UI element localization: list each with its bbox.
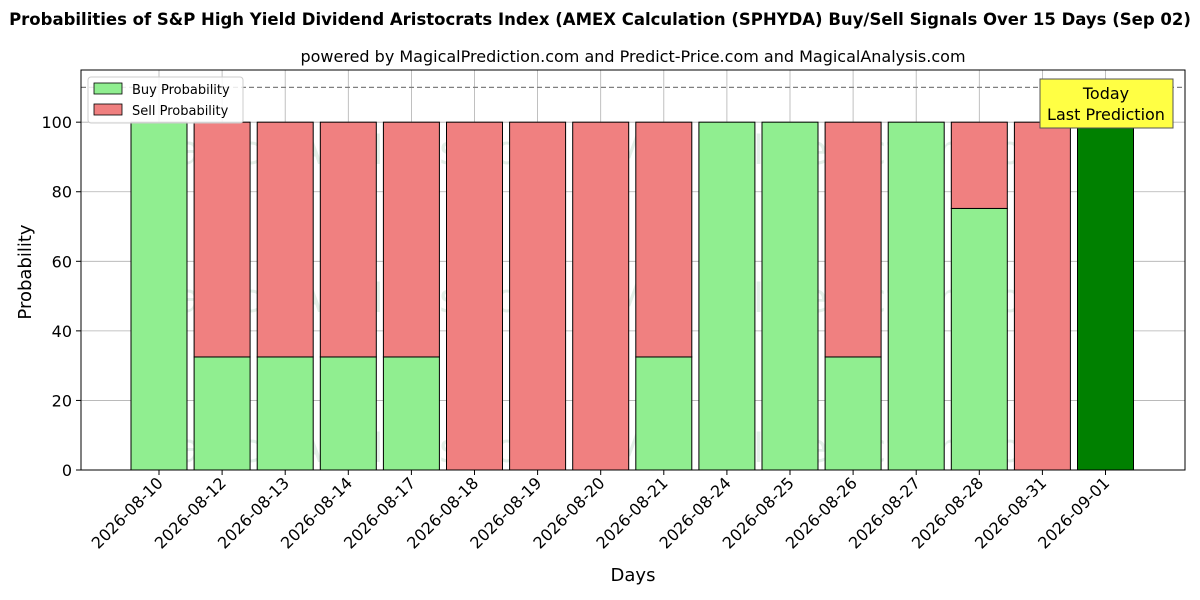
chart-subtitle: powered by MagicalPrediction.com and Pre…	[300, 47, 965, 66]
bar-sell	[1013, 121, 1071, 471]
legend-swatch-sell	[93, 103, 123, 116]
bar-sell	[635, 121, 693, 358]
bar-sell	[572, 121, 630, 471]
y-tick-label: 60	[52, 252, 72, 271]
y-axis-label: Probability	[15, 224, 36, 319]
bar-buy	[635, 356, 693, 471]
legend-swatch-buy	[93, 82, 123, 95]
legend-box	[87, 76, 244, 124]
bar-sell	[319, 121, 377, 358]
legend: Buy Probability Sell Probability	[87, 76, 244, 124]
bar-sell	[509, 121, 567, 471]
today-annotation: Today Last Prediction	[1039, 78, 1174, 129]
x-axis-label: Days	[611, 565, 656, 586]
bar-sell	[256, 121, 314, 358]
annotation-line-2: Last Prediction	[1047, 105, 1165, 124]
y-tick-label: 80	[52, 183, 72, 202]
bar-sell	[446, 121, 503, 471]
bar-sell	[382, 121, 440, 358]
bar-buy	[382, 356, 440, 471]
bar-buy	[319, 356, 377, 471]
bar-sell	[950, 121, 1008, 209]
legend-label-buy: Buy Probability	[132, 83, 230, 98]
y-tick-label: 20	[52, 391, 72, 410]
bars	[130, 121, 1134, 471]
bar-buy	[887, 121, 945, 471]
bar-buy	[256, 356, 314, 471]
chart-title: Probabilities of S&P High Yield Dividend…	[9, 10, 1191, 29]
plot-frame	[80, 69, 1186, 471]
bar-buy	[130, 121, 188, 471]
bar-buy	[193, 356, 251, 471]
y-tick-label: 100	[41, 113, 72, 132]
bar-sell	[824, 121, 882, 358]
annotation-line-1: Today	[1082, 84, 1129, 103]
bar-buy	[824, 356, 882, 471]
annotation-box	[1039, 78, 1174, 129]
y-tick-label: 0	[62, 461, 72, 480]
bar-sell	[193, 121, 251, 358]
y-tick-label: 40	[52, 322, 72, 341]
bar-buy-today	[1077, 121, 1134, 471]
bar-buy	[950, 207, 1008, 471]
bar-buy	[698, 121, 756, 471]
legend-label-sell: Sell Probability	[132, 104, 229, 119]
bar-buy	[761, 121, 819, 471]
